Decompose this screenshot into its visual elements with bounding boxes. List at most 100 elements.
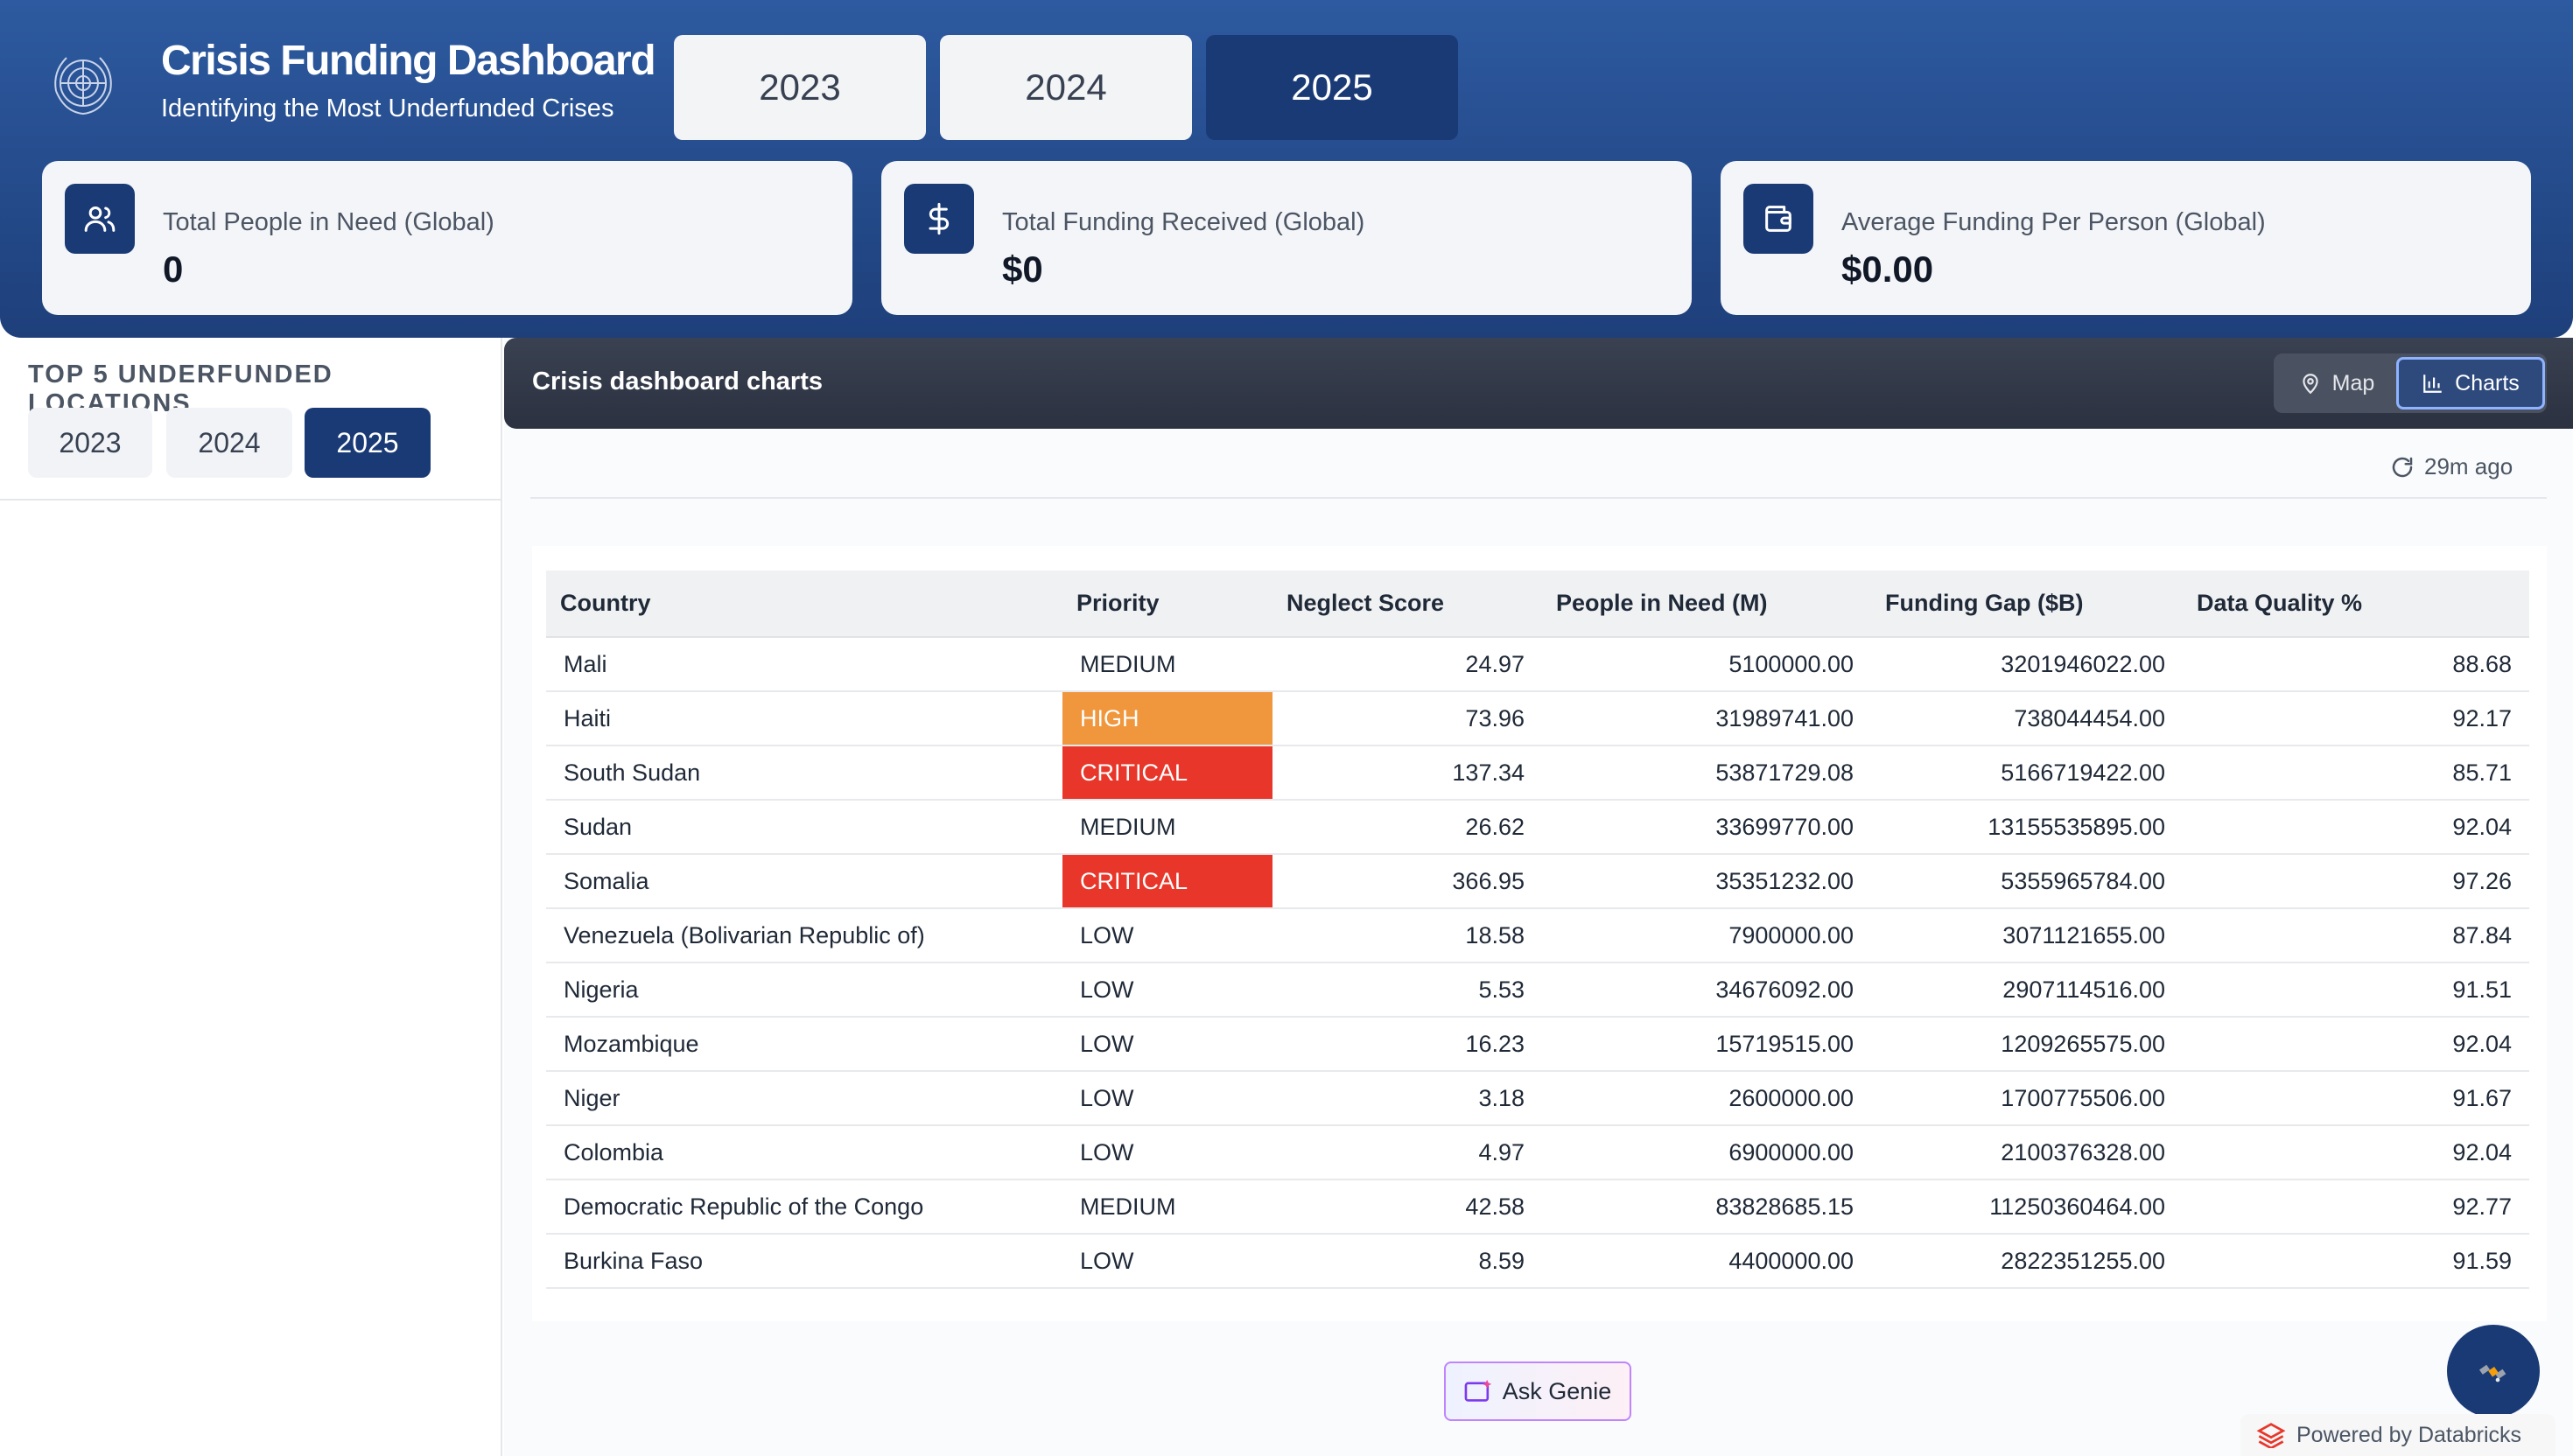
cell-funding-gap: 1700775506.00: [1871, 1071, 2183, 1126]
charts-view-button[interactable]: Charts: [2396, 357, 2545, 410]
stat-card-funding-received: Total Funding Received (Global) $0: [881, 161, 1692, 315]
table-row[interactable]: South Sudan CRITICAL 137.34 53871729.08 5166…: [546, 746, 2529, 801]
table-row[interactable]: Colombia LOW 4.97 6900000.00 2100376328.00 92…: [546, 1125, 2529, 1180]
bar-chart-icon: [2423, 374, 2442, 393]
cell-neglect-score: 8.59: [1272, 1234, 1542, 1289]
column-header-neglect-score[interactable]: Neglect Score: [1272, 570, 1542, 638]
cell-priority: LOW: [1062, 1234, 1272, 1289]
cell-country: Haiti: [546, 691, 1062, 746]
last-refreshed-label: 29m ago: [2424, 453, 2513, 480]
cell-priority: LOW: [1062, 1017, 1272, 1072]
ask-genie-label: Ask Genie: [1502, 1377, 1612, 1404]
cell-people-in-need: 53871729.08: [1542, 746, 1871, 801]
cell-neglect-score: 4.97: [1272, 1125, 1542, 1180]
cell-data-quality: 88.68: [2183, 637, 2529, 692]
column-header-funding-gap[interactable]: Funding Gap ($B): [1871, 570, 2183, 638]
table-row[interactable]: Sudan MEDIUM 26.62 33699770.00 13155535895.0…: [546, 800, 2529, 855]
cell-country: Nigeria: [546, 962, 1062, 1018]
cell-funding-gap: 1757718901.00: [1871, 1288, 2183, 1306]
cell-country: Sudan: [546, 800, 1062, 855]
cell-country: Democratic Republic of the Congo: [546, 1180, 1062, 1235]
table-row[interactable]: Niger LOW 3.18 2600000.00 1700775506.00 91.67: [546, 1071, 2529, 1126]
cell-data-quality: 97.26: [2183, 854, 2529, 909]
year-tab-2024[interactable]: 2024: [940, 35, 1192, 140]
cell-priority: MEDIUM: [1062, 637, 1272, 692]
column-header-people-in-need[interactable]: People in Need (M): [1542, 570, 1871, 638]
stat-card-average-funding: Average Funding Per Person (Global) $0.0…: [1721, 161, 2531, 315]
refresh-button[interactable]: 29m ago: [2389, 453, 2513, 480]
cell-priority: LOW: [1062, 1125, 1272, 1180]
cell-neglect-score: 3.18: [1272, 1071, 1542, 1126]
table-row[interactable]: Venezuela (Bolivarian Republic of) LOW 18.…: [546, 908, 2529, 963]
cell-country: South Sudan: [546, 746, 1062, 801]
panel-title: Crisis dashboard charts: [532, 368, 823, 396]
genie-sparkle-icon: [1464, 1379, 1491, 1402]
sidebar-year-tab-2023[interactable]: 2023: [28, 408, 152, 478]
satellite-icon: [2478, 1364, 2506, 1382]
table-row[interactable]: Haiti HIGH 73.96 31989741.00 738044454.00 92.…: [546, 691, 2529, 746]
cell-priority: CRITICAL: [1062, 746, 1272, 801]
year-tab-2025[interactable]: 2025: [1206, 35, 1458, 140]
cell-neglect-score: 26.62: [1272, 800, 1542, 855]
cell-neglect-score: 137.34: [1272, 746, 1542, 801]
sidebar-year-tab-2024[interactable]: 2024: [166, 408, 292, 478]
crisis-table-scroll[interactable]: Country Priority Neglect Score People in…: [546, 570, 2529, 1306]
cell-neglect-score: 366.95: [1272, 854, 1542, 909]
ask-genie-button[interactable]: Ask Genie: [1444, 1362, 1631, 1421]
cell-priority: LOW: [1062, 1288, 1272, 1306]
stat-value: $0.00: [1841, 248, 1934, 290]
cell-people-in-need: 83828685.15: [1542, 1180, 1871, 1235]
table-body: Mali MEDIUM 24.97 5100000.00 3201946022.00 88…: [546, 637, 2529, 1306]
cell-funding-gap: 13155535895.00: [1871, 800, 2183, 855]
cell-neglect-score: 42.58: [1272, 1180, 1542, 1235]
sidebar: TOP 5 UNDERFUNDED LOCATIONS 2023 2024 20…: [0, 338, 502, 1456]
table-row[interactable]: Mali MEDIUM 24.97 5100000.00 3201946022.00 88…: [546, 637, 2529, 692]
table-row[interactable]: CameroonLOW4.352900000.001757718901.0089…: [546, 1288, 2529, 1306]
map-pin-icon: [2303, 374, 2318, 395]
cell-funding-gap: 5355965784.00: [1871, 854, 2183, 909]
cell-people-in-need: 31989741.00: [1542, 691, 1871, 746]
stat-value: 0: [163, 248, 184, 290]
cell-neglect-score: 4.35: [1272, 1288, 1542, 1306]
cell-neglect-score: 16.23: [1272, 1017, 1542, 1072]
cell-neglect-score: 5.53: [1272, 962, 1542, 1018]
refresh-icon: [2392, 457, 2413, 477]
users-icon: [65, 184, 135, 254]
cell-country: Cameroon: [546, 1288, 1062, 1306]
cell-data-quality: 92.04: [2183, 1125, 2529, 1180]
table-row[interactable]: Mozambique LOW 16.23 15719515.00 1209265575.…: [546, 1017, 2529, 1072]
dollar-icon: [904, 184, 974, 254]
table-row[interactable]: Democratic Republic of the Congo MEDIUM 42…: [546, 1180, 2529, 1235]
stat-label: Average Funding Per Person (Global): [1841, 208, 2266, 236]
cell-people-in-need: 5100000.00: [1542, 637, 1871, 692]
cell-country: Somalia: [546, 854, 1062, 909]
app-subtitle: Identifying the Most Underfunded Crises: [161, 94, 614, 122]
cell-data-quality: 92.04: [2183, 800, 2529, 855]
cell-data-quality: 92.77: [2183, 1180, 2529, 1235]
table-row[interactable]: Somalia CRITICAL 366.95 35351232.00 53559657…: [546, 854, 2529, 909]
cell-priority: CRITICAL: [1062, 854, 1272, 909]
stat-card-people-in-need: Total People in Need (Global) 0: [42, 161, 852, 315]
stat-value: $0: [1002, 248, 1043, 290]
cell-country: Burkina Faso: [546, 1234, 1062, 1289]
table-row[interactable]: Burkina Faso LOW 8.59 4400000.00 2822351255.…: [546, 1234, 2529, 1289]
column-header-data-quality[interactable]: Data Quality %: [2183, 570, 2529, 638]
cell-data-quality: 91.51: [2183, 962, 2529, 1018]
cell-data-quality: 85.71: [2183, 746, 2529, 801]
column-header-country[interactable]: Country: [546, 570, 1062, 638]
cell-priority: MEDIUM: [1062, 800, 1272, 855]
un-emblem-icon: [54, 57, 112, 116]
cell-funding-gap: 738044454.00: [1871, 691, 2183, 746]
cell-country: Mali: [546, 637, 1062, 692]
sidebar-year-tab-2025[interactable]: 2025: [305, 408, 431, 478]
year-tab-2023[interactable]: 2023: [674, 35, 926, 140]
cell-funding-gap: 5166719422.00: [1871, 746, 2183, 801]
map-view-button[interactable]: Map: [2279, 357, 2394, 410]
column-header-priority[interactable]: Priority: [1062, 570, 1272, 638]
cell-data-quality: 92.04: [2183, 1017, 2529, 1072]
assistant-launcher-button[interactable]: [2447, 1325, 2540, 1418]
toolbar-divider: [530, 497, 2547, 499]
cell-data-quality: 91.67: [2183, 1071, 2529, 1126]
cell-people-in-need: 7900000.00: [1542, 908, 1871, 963]
table-row[interactable]: Nigeria LOW 5.53 34676092.00 2907114516.00 91…: [546, 962, 2529, 1018]
